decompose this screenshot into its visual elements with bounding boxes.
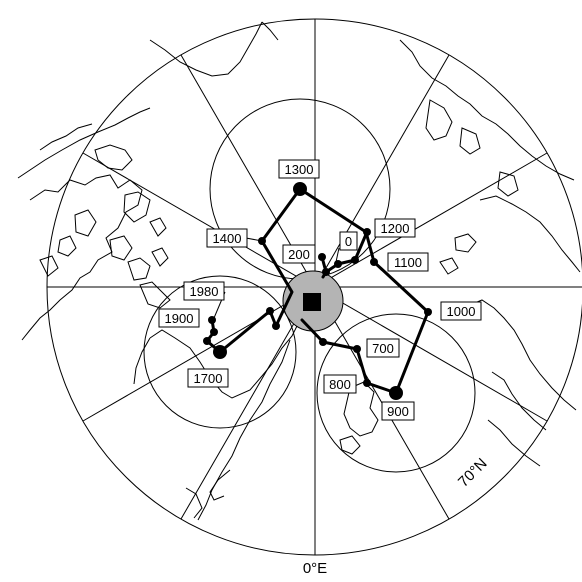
svg-text:1000: 1000 [447, 304, 476, 319]
confidence-circle-900 [316, 313, 476, 473]
label-700: 700 [366, 338, 400, 358]
vertex-1900 [203, 337, 211, 345]
pole-marker [303, 293, 321, 311]
confidence-circle-1700 [143, 275, 297, 429]
path-vertices [203, 182, 432, 400]
label-900: 900 [381, 401, 415, 421]
svg-text:800: 800 [329, 377, 351, 392]
label-1300: 1300 [278, 159, 320, 179]
vertex-800 [363, 379, 371, 387]
vertex-b [334, 260, 342, 268]
vertex-200 [318, 253, 326, 261]
vertex-0 [351, 256, 359, 264]
lat-label-70n: 70°N [455, 455, 491, 491]
year-labels: 0 200 700 800 900 1000 1100 1200 [158, 159, 482, 421]
meridian-label-0e: 0°E [303, 560, 327, 577]
svg-text:700: 700 [372, 341, 394, 356]
svg-text:0: 0 [345, 234, 352, 249]
label-1900: 1900 [158, 308, 200, 328]
svg-text:1200: 1200 [381, 221, 410, 236]
svg-text:900: 900 [387, 404, 409, 419]
vertex-1300 [293, 182, 307, 196]
confidence-circles [143, 98, 476, 473]
label-1400: 1400 [206, 228, 248, 248]
svg-text:1300: 1300 [285, 162, 314, 177]
svg-text:1400: 1400 [213, 231, 242, 246]
vertex-900 [389, 386, 403, 400]
label-1200: 1200 [374, 218, 416, 238]
vertex-1000 [424, 308, 432, 316]
label-200: 200 [282, 244, 316, 264]
svg-text:200: 200 [288, 247, 310, 262]
vertex-c [319, 338, 327, 346]
label-1100: 1100 [387, 252, 429, 272]
svg-text:1980: 1980 [190, 284, 219, 299]
vertex-d [266, 307, 274, 315]
coastlines [17, 21, 581, 521]
vertex-e [272, 322, 280, 330]
svg-text:1700: 1700 [194, 371, 223, 386]
vertex-1980 [210, 328, 218, 336]
label-800: 800 [323, 374, 357, 394]
label-1980: 1980 [183, 281, 225, 301]
vertex-1200 [363, 228, 371, 236]
svg-text:1900: 1900 [165, 311, 194, 326]
label-0: 0 [339, 231, 358, 251]
vertex-1700 [213, 345, 227, 359]
vertex-a [322, 268, 330, 276]
label-1700: 1700 [187, 368, 229, 388]
vertex-1100 [370, 258, 378, 266]
svg-text:1100: 1100 [394, 255, 422, 270]
vertex-700 [353, 345, 361, 353]
label-1000: 1000 [440, 301, 482, 321]
